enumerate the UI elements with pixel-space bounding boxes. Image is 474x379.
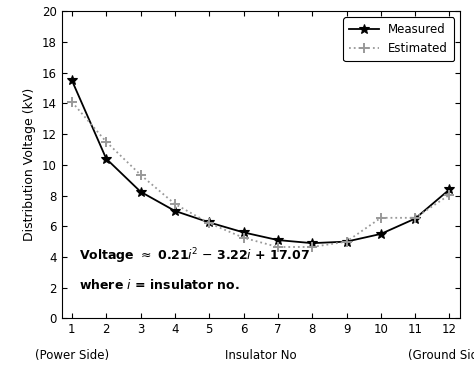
Text: where $\mathit{i}$ = insulator no.: where $\mathit{i}$ = insulator no. [79, 278, 240, 292]
Estimated [447, 193, 452, 197]
Estimated [172, 202, 178, 206]
Measured [344, 240, 349, 244]
Line: Measured: Measured [67, 75, 455, 248]
Legend: Measured, Estimated: Measured, Estimated [343, 17, 454, 61]
Estimated [103, 139, 109, 144]
Measured [378, 232, 383, 236]
Measured [103, 157, 109, 161]
Estimated [69, 100, 75, 104]
Text: (Power Side): (Power Side) [35, 349, 109, 362]
Estimated [275, 245, 281, 249]
Measured [412, 216, 418, 221]
Estimated [412, 216, 418, 220]
Estimated [378, 216, 383, 220]
Text: Insulator No: Insulator No [225, 349, 297, 362]
Estimated [310, 245, 315, 249]
Measured [310, 241, 315, 246]
Measured [138, 190, 144, 194]
Text: Voltage $\approx$ 0.21$\mathit{i}$$^{2}$ $-$ 3.22$\mathit{i}$ + 17.07: Voltage $\approx$ 0.21$\mathit{i}$$^{2}$… [79, 246, 310, 266]
Measured [275, 238, 281, 242]
Estimated [344, 240, 349, 244]
Text: (Ground Side): (Ground Side) [409, 349, 474, 362]
Estimated [241, 235, 246, 240]
Y-axis label: Distribution Voltage (kV): Distribution Voltage (kV) [23, 88, 36, 241]
Estimated [138, 172, 144, 177]
Estimated [206, 221, 212, 226]
Measured [241, 230, 246, 235]
Line: Estimated: Estimated [67, 97, 455, 252]
Measured [206, 220, 212, 225]
Measured [69, 78, 75, 83]
Measured [172, 208, 178, 213]
Measured [447, 187, 452, 192]
